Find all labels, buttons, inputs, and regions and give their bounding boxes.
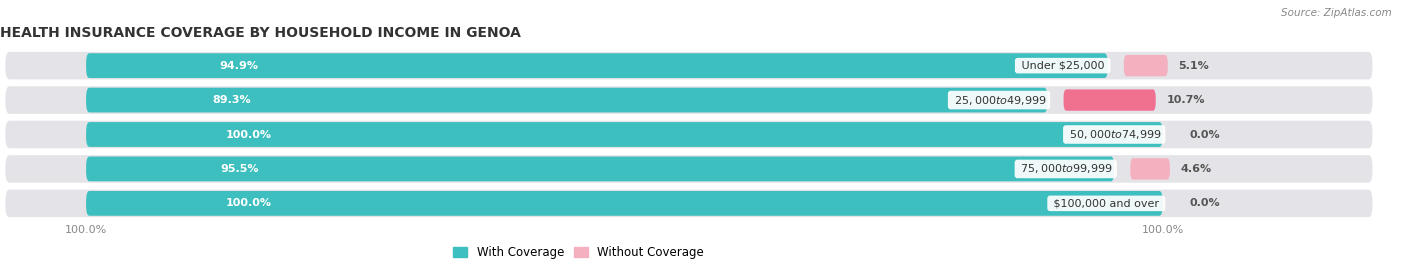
Text: $25,000 to $49,999: $25,000 to $49,999 xyxy=(950,94,1047,107)
Text: 94.9%: 94.9% xyxy=(219,61,259,71)
Text: $50,000 to $74,999: $50,000 to $74,999 xyxy=(1066,128,1163,141)
Text: Source: ZipAtlas.com: Source: ZipAtlas.com xyxy=(1281,8,1392,18)
FancyBboxPatch shape xyxy=(6,121,1372,148)
FancyBboxPatch shape xyxy=(86,122,1163,147)
FancyBboxPatch shape xyxy=(86,53,1108,78)
Text: 0.0%: 0.0% xyxy=(1189,198,1220,208)
Text: Under $25,000: Under $25,000 xyxy=(1018,61,1108,71)
FancyBboxPatch shape xyxy=(6,86,1372,114)
FancyBboxPatch shape xyxy=(86,88,1047,112)
Text: $100,000 and over: $100,000 and over xyxy=(1050,198,1163,208)
FancyBboxPatch shape xyxy=(6,52,1372,79)
FancyBboxPatch shape xyxy=(86,191,1163,216)
FancyBboxPatch shape xyxy=(1063,89,1156,111)
FancyBboxPatch shape xyxy=(1123,55,1168,76)
Text: 4.6%: 4.6% xyxy=(1181,164,1212,174)
Text: 95.5%: 95.5% xyxy=(221,164,259,174)
FancyBboxPatch shape xyxy=(6,155,1372,183)
Text: $75,000 to $99,999: $75,000 to $99,999 xyxy=(1018,162,1114,175)
Text: HEALTH INSURANCE COVERAGE BY HOUSEHOLD INCOME IN GENOA: HEALTH INSURANCE COVERAGE BY HOUSEHOLD I… xyxy=(0,26,520,40)
Text: 10.7%: 10.7% xyxy=(1167,95,1205,105)
FancyBboxPatch shape xyxy=(6,190,1372,217)
Text: 5.1%: 5.1% xyxy=(1178,61,1209,71)
FancyBboxPatch shape xyxy=(86,157,1114,181)
Text: 100.0%: 100.0% xyxy=(226,198,271,208)
Legend: With Coverage, Without Coverage: With Coverage, Without Coverage xyxy=(450,243,707,263)
Text: 0.0%: 0.0% xyxy=(1189,129,1220,140)
FancyBboxPatch shape xyxy=(1130,158,1170,180)
Text: 89.3%: 89.3% xyxy=(212,95,250,105)
Text: 100.0%: 100.0% xyxy=(226,129,271,140)
